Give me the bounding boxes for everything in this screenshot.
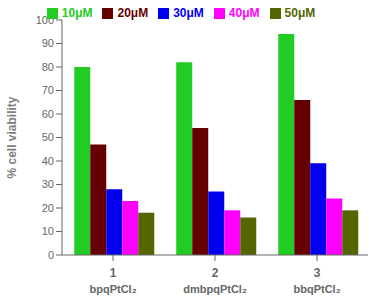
svg-text:% cell viability: % cell viability: [8, 96, 19, 178]
svg-text:30: 30: [42, 178, 54, 190]
svg-text:20: 20: [42, 202, 54, 214]
html-text:20μM: 20μM: [117, 6, 149, 20]
svg-text:50: 50: [42, 131, 54, 143]
html-text:40μM: 40μM: [228, 6, 260, 20]
svg-text:2: 2: [212, 266, 219, 280]
svg-text:bpqPtCl₂: bpqPtCl₂: [89, 283, 136, 295]
html-text:10μM: 10μM: [61, 6, 93, 20]
svg-text:10: 10: [42, 225, 54, 237]
svg-text:0: 0: [48, 249, 54, 261]
svg-text:70: 70: [42, 84, 54, 96]
svg-text:80: 80: [42, 61, 54, 73]
html-text:30μM: 30μM: [173, 6, 204, 20]
svg-text:60: 60: [42, 108, 54, 120]
html-text:50μM: 50μM: [284, 6, 316, 20]
svg-text:3: 3: [314, 266, 321, 280]
svg-text:100: 100: [36, 14, 54, 26]
svg-text:40: 40: [42, 155, 54, 167]
svg-text:1: 1: [110, 266, 117, 280]
svg-text:90: 90: [42, 37, 54, 49]
svg-text:bbqPtCl₂: bbqPtCl₂: [293, 283, 340, 295]
svg-text:dmbpqPtCl₂: dmbpqPtCl₂: [183, 283, 247, 295]
